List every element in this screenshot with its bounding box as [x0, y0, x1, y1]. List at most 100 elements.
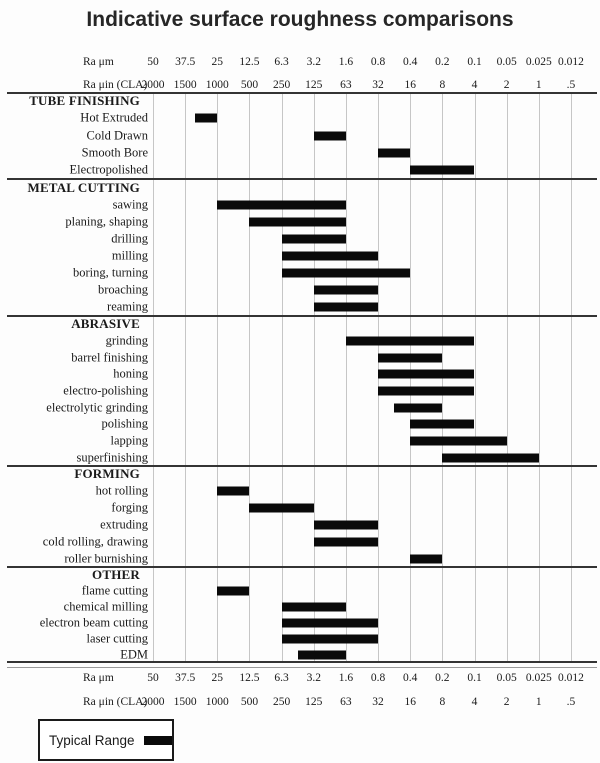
top-axis-um-tick: 0.4	[403, 56, 418, 68]
section-divider	[7, 566, 597, 568]
process-row: drilling	[0, 230, 600, 247]
section-divider	[7, 315, 597, 317]
chart-bottom-border-thin	[7, 667, 597, 668]
process-row: extruding	[0, 516, 600, 533]
process-label: Cold Drawn	[86, 128, 148, 143]
legend-box: Typical Range	[38, 719, 174, 761]
top-axis-uin-tick: 500	[240, 79, 259, 91]
top-axis-um-tick: 25	[211, 56, 224, 68]
process-label: Hot Extruded	[80, 110, 148, 125]
section-header: OTHER	[92, 567, 140, 582]
section-abrasive: ABRASIVE grinding barrel finishing honing el…	[0, 316, 600, 466]
top-axis-um-tick: 3.2	[306, 56, 321, 68]
bottom-axis-uin-tick: .5	[566, 696, 576, 708]
top-axis-um-label: Ra μm	[83, 56, 114, 68]
bottom-axis-uin-tick: 63	[340, 696, 352, 708]
bottom-axis-um-label: Ra μm	[83, 672, 114, 684]
gridline	[185, 92, 187, 663]
top-axis-uin-tick: 8	[439, 79, 446, 91]
gridline	[313, 92, 315, 663]
top-axis-uin-tick: 16	[404, 79, 416, 91]
process-label: electrolytic grinding	[46, 400, 148, 415]
typical-range-bar	[442, 453, 539, 463]
process-label: flame cutting	[81, 583, 148, 598]
typical-range-bar	[313, 302, 379, 312]
top-axis-uin-tick: 32	[372, 79, 384, 91]
top-axis-uin-tick: 2000	[141, 79, 165, 91]
bottom-axis-um-tick: 0.2	[435, 672, 450, 684]
section-header-row: METAL CUTTING	[0, 179, 600, 196]
bottom-axis-uin-tick: 16	[404, 696, 416, 708]
top-axis-um-tick: 50	[147, 56, 159, 68]
typical-range-bar	[394, 403, 443, 413]
process-label: chemical milling	[63, 599, 148, 614]
typical-range-bar	[281, 268, 411, 278]
top-axis-uin-row: Ra μin (CLA) 2000 1500 1000 500 250 125 63 32 16…	[0, 77, 600, 93]
top-axis-um-tick: 0.8	[370, 56, 386, 68]
typical-range-bar	[194, 113, 218, 123]
process-label: barrel finishing	[71, 350, 148, 365]
typical-range-bar	[378, 369, 475, 379]
typical-range-bar	[410, 419, 475, 429]
process-row: cold rolling, drawing	[0, 533, 600, 550]
top-axis-uin-tick: .5	[566, 79, 576, 91]
process-label: Smooth Bore	[81, 145, 148, 160]
bottom-axis-um-tick: 0.025	[525, 672, 552, 684]
gridline	[345, 92, 347, 663]
process-row: lapping	[0, 433, 600, 450]
top-axis-um-tick: 37.5	[175, 56, 196, 68]
top-axis-uin-tick: 4	[471, 79, 478, 91]
process-row: Hot Extruded	[0, 109, 600, 126]
process-label: planing, shaping	[65, 214, 148, 229]
typical-range-bar	[378, 353, 443, 363]
section-header: METAL CUTTING	[27, 179, 140, 195]
typical-range-bar	[249, 217, 346, 227]
chart-top-border	[7, 92, 597, 94]
top-axis-uin-label: Ra μin (CLA)	[83, 79, 148, 91]
typical-range-bar	[313, 520, 379, 530]
process-label: Electropolished	[69, 162, 148, 177]
typical-range-bar	[281, 251, 379, 261]
typical-range-bar	[217, 486, 250, 496]
process-label: extruding	[100, 517, 148, 532]
typical-range-bar	[345, 336, 475, 346]
process-row: forging	[0, 500, 600, 517]
process-label: superfinishing	[76, 450, 148, 465]
page-title: Indicative surface roughness comparisons	[86, 8, 514, 31]
gridline	[538, 92, 540, 663]
bottom-axis-um-tick: 0.1	[467, 672, 482, 684]
top-axis-uin-tick: 1500	[173, 79, 197, 91]
gridline	[217, 92, 219, 663]
process-row: Electropolished	[0, 162, 600, 179]
process-row: hot rolling	[0, 483, 600, 500]
top-axis-um-tick: 6.3	[274, 56, 289, 68]
top-axis-um-tick: 0.2	[435, 56, 450, 68]
bottom-axis-uin-tick: 8	[439, 696, 446, 708]
typical-range-bar	[410, 165, 475, 175]
bottom-axis-um-tick: 0.8	[370, 672, 386, 684]
top-axis-uin-tick: 1000	[205, 79, 229, 91]
bottom-axis-uin-tick: 250	[272, 696, 291, 708]
process-row: electrolytic grinding	[0, 399, 600, 416]
process-row: laser cutting	[0, 631, 600, 647]
process-row: grinding	[0, 333, 600, 350]
top-axis-um-tick: 0.05	[496, 56, 517, 68]
process-label: hot rolling	[95, 483, 148, 498]
legend-typical-range-swatch	[143, 735, 172, 745]
chart-bottom-border	[7, 661, 597, 663]
bottom-axis-um-tick: 50	[147, 672, 159, 684]
process-row: milling	[0, 248, 600, 265]
top-axis-uin-tick: 125	[305, 79, 323, 91]
process-row: Cold Drawn	[0, 127, 600, 144]
bottom-axis-um-row: Ra μm 50 37.5 25 12.5 6.3 3.2 1.6 0.8 0.4 0.2 0.1 0…	[0, 670, 600, 686]
process-label: boring, turning	[73, 265, 148, 280]
process-row: electron beam cutting	[0, 615, 600, 631]
typical-range-bar	[249, 503, 314, 513]
gridline	[153, 92, 154, 663]
legend-label: Typical Range	[49, 732, 135, 748]
bottom-axis-uin-tick: 4	[471, 696, 478, 708]
gridline	[249, 92, 251, 663]
typical-range-bar	[217, 586, 250, 596]
typical-range-bar	[281, 634, 379, 644]
